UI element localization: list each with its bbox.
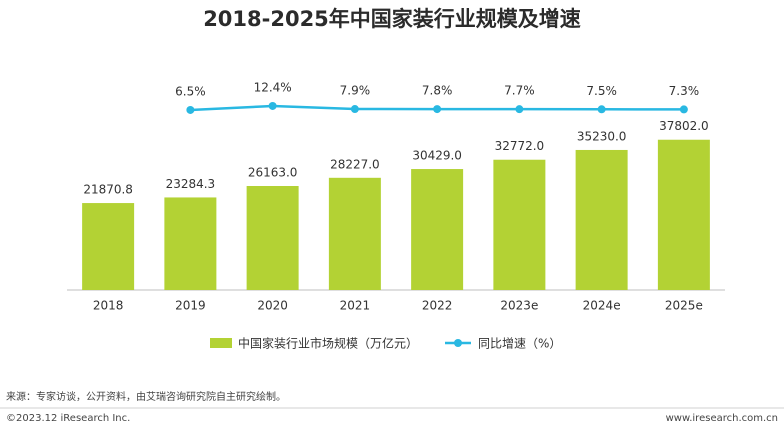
bar [246, 186, 299, 290]
line-point [433, 105, 442, 114]
bar [657, 139, 710, 290]
data-label: 7.9% [340, 84, 371, 98]
legend-swatch [210, 338, 232, 348]
x-tick-label: 2022 [422, 299, 453, 313]
data-label: 7.5% [586, 84, 617, 98]
bar [575, 149, 628, 290]
bar [328, 177, 381, 290]
line-point [515, 105, 524, 114]
x-tick-label: 2020 [257, 299, 288, 313]
bar [411, 169, 464, 290]
legend-label: 同比增速（%） [478, 337, 561, 351]
x-tick-label: 2025e [665, 299, 703, 313]
data-label: 21870.8 [83, 183, 133, 197]
copyright: ©2023.12 iResearch Inc. [6, 413, 130, 424]
data-label: 12.4% [254, 80, 292, 94]
bar [164, 197, 217, 290]
data-label: 23284.3 [166, 177, 216, 191]
line-point [268, 101, 277, 110]
x-tick-label: 2018 [93, 299, 124, 313]
data-label: 26163.0 [248, 166, 298, 180]
line-point [597, 105, 606, 114]
line-point [186, 105, 195, 114]
x-tick-label: 2024e [583, 299, 621, 313]
x-tick-label: 2019 [175, 299, 206, 313]
data-label: 7.7% [504, 84, 535, 98]
data-label: 32772.0 [495, 139, 545, 153]
x-tick-label: 2023e [500, 299, 538, 313]
data-label: 6.5% [175, 84, 206, 98]
website: www.iresearch.com.cn [666, 413, 778, 424]
x-tick-label: 2021 [340, 299, 371, 313]
data-label: 28227.0 [330, 157, 380, 171]
data-label: 7.3% [669, 84, 700, 98]
data-label: 7.8% [422, 84, 453, 98]
bar [493, 159, 546, 290]
bar [82, 203, 135, 290]
line-point [679, 105, 688, 114]
data-label: 35230.0 [577, 129, 627, 143]
legend-label: 中国家装行业市场规模（万亿元） [238, 336, 418, 351]
data-label: 30429.0 [412, 149, 462, 163]
source: 来源：专家访谈，公开资料，由艾瑞咨询研究院自主研究绘制。 [6, 390, 286, 403]
data-label: 37802.0 [659, 119, 709, 133]
legend-swatch [454, 339, 462, 347]
line-point [350, 105, 359, 114]
chart-title: 2018-2025年中国家装行业规模及增速 [203, 7, 581, 31]
